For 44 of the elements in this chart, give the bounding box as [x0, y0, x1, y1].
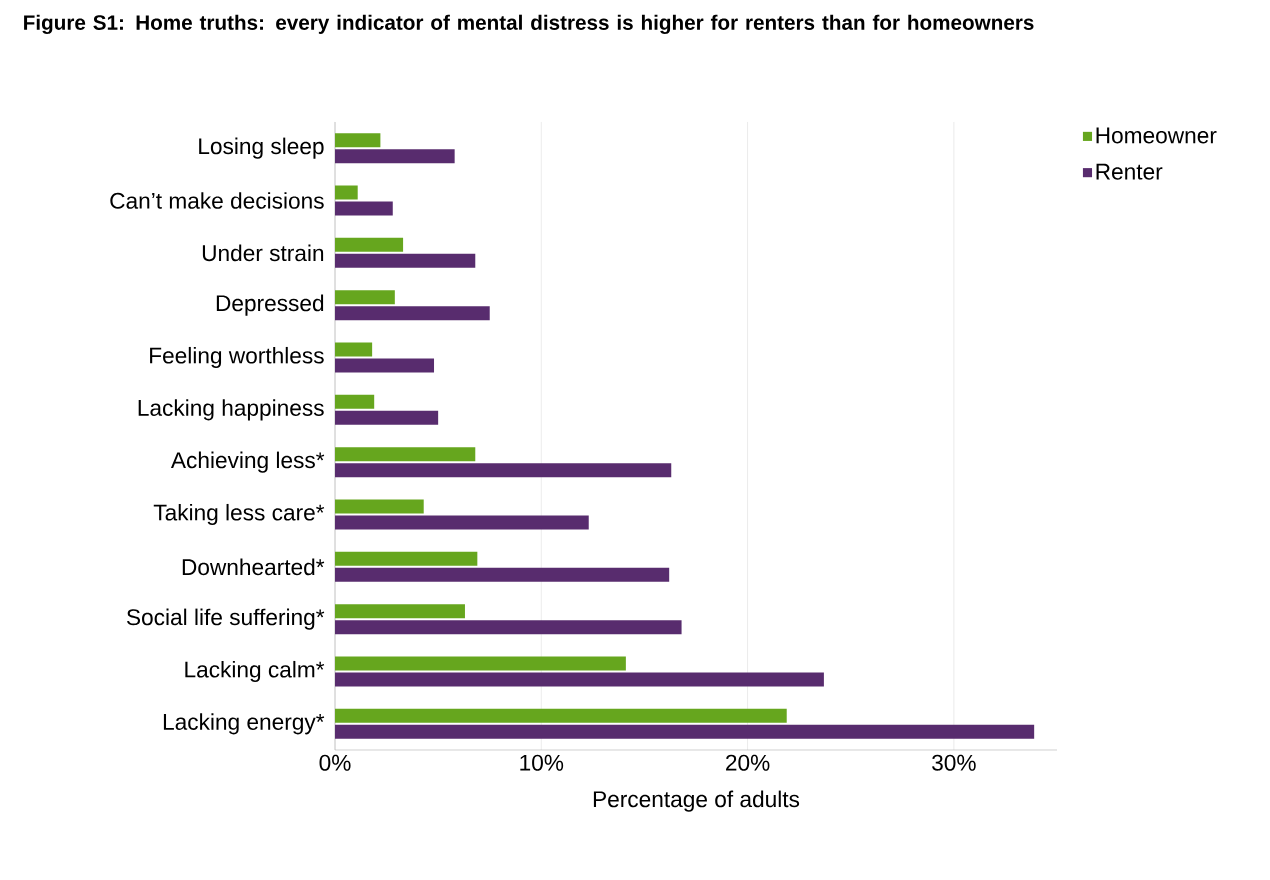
y-tick-label: Depressed: [216, 294, 324, 316]
x-tick-label: 20%: [726, 754, 770, 771]
y-tick-label: Achieving less*: [170, 451, 325, 473]
bar: [335, 656, 626, 671]
legend-label: Homeowner: [1096, 127, 1217, 144]
x-axis-title: Percentage of adults: [593, 790, 800, 812]
x-tick-label: 30%: [932, 754, 976, 771]
bar: [335, 201, 393, 216]
y-tick-label: Under strain: [202, 244, 324, 262]
y-tick-label: Lacking energy*: [163, 713, 325, 735]
bar: [335, 551, 478, 566]
bar: [335, 499, 424, 514]
bar: [335, 149, 455, 164]
y-tick-label: Feeling worthless: [150, 346, 324, 369]
bar: [335, 306, 490, 321]
y-tick-label: Taking less care*: [153, 503, 325, 526]
y-tick-label: Can’t make decisions: [110, 192, 324, 209]
bar: [335, 358, 435, 373]
y-tick-label: Social life suffering*: [126, 608, 325, 630]
bar: [335, 724, 1035, 739]
bar: [335, 708, 787, 723]
x-tick-label: 0%: [319, 754, 351, 771]
bar: [335, 410, 439, 425]
bar: [335, 604, 465, 619]
bar: [335, 447, 476, 462]
bar: [335, 253, 476, 268]
bar: [335, 567, 670, 582]
chart-title: Figure S1: Home truths: every indicator of mental distress is higher for renters than for homeowners: [24, 14, 1034, 35]
bar: [335, 620, 682, 635]
x-tick-label: 10%: [520, 754, 564, 771]
bar: [335, 463, 672, 478]
bar: [335, 672, 824, 687]
bar: [335, 185, 358, 200]
legend-label: Renter: [1096, 163, 1163, 180]
bar: [335, 237, 404, 252]
y-tick-label: Losing sleep: [199, 137, 324, 159]
y-tick-label: Lacking happiness: [138, 399, 324, 421]
bar: [335, 394, 375, 409]
bar: [335, 290, 395, 305]
bar: [335, 133, 381, 148]
bar: [335, 515, 589, 530]
y-tick-label: Lacking calm*: [185, 660, 325, 683]
bar: [335, 342, 373, 357]
y-tick-label: Downhearted*: [182, 558, 325, 576]
